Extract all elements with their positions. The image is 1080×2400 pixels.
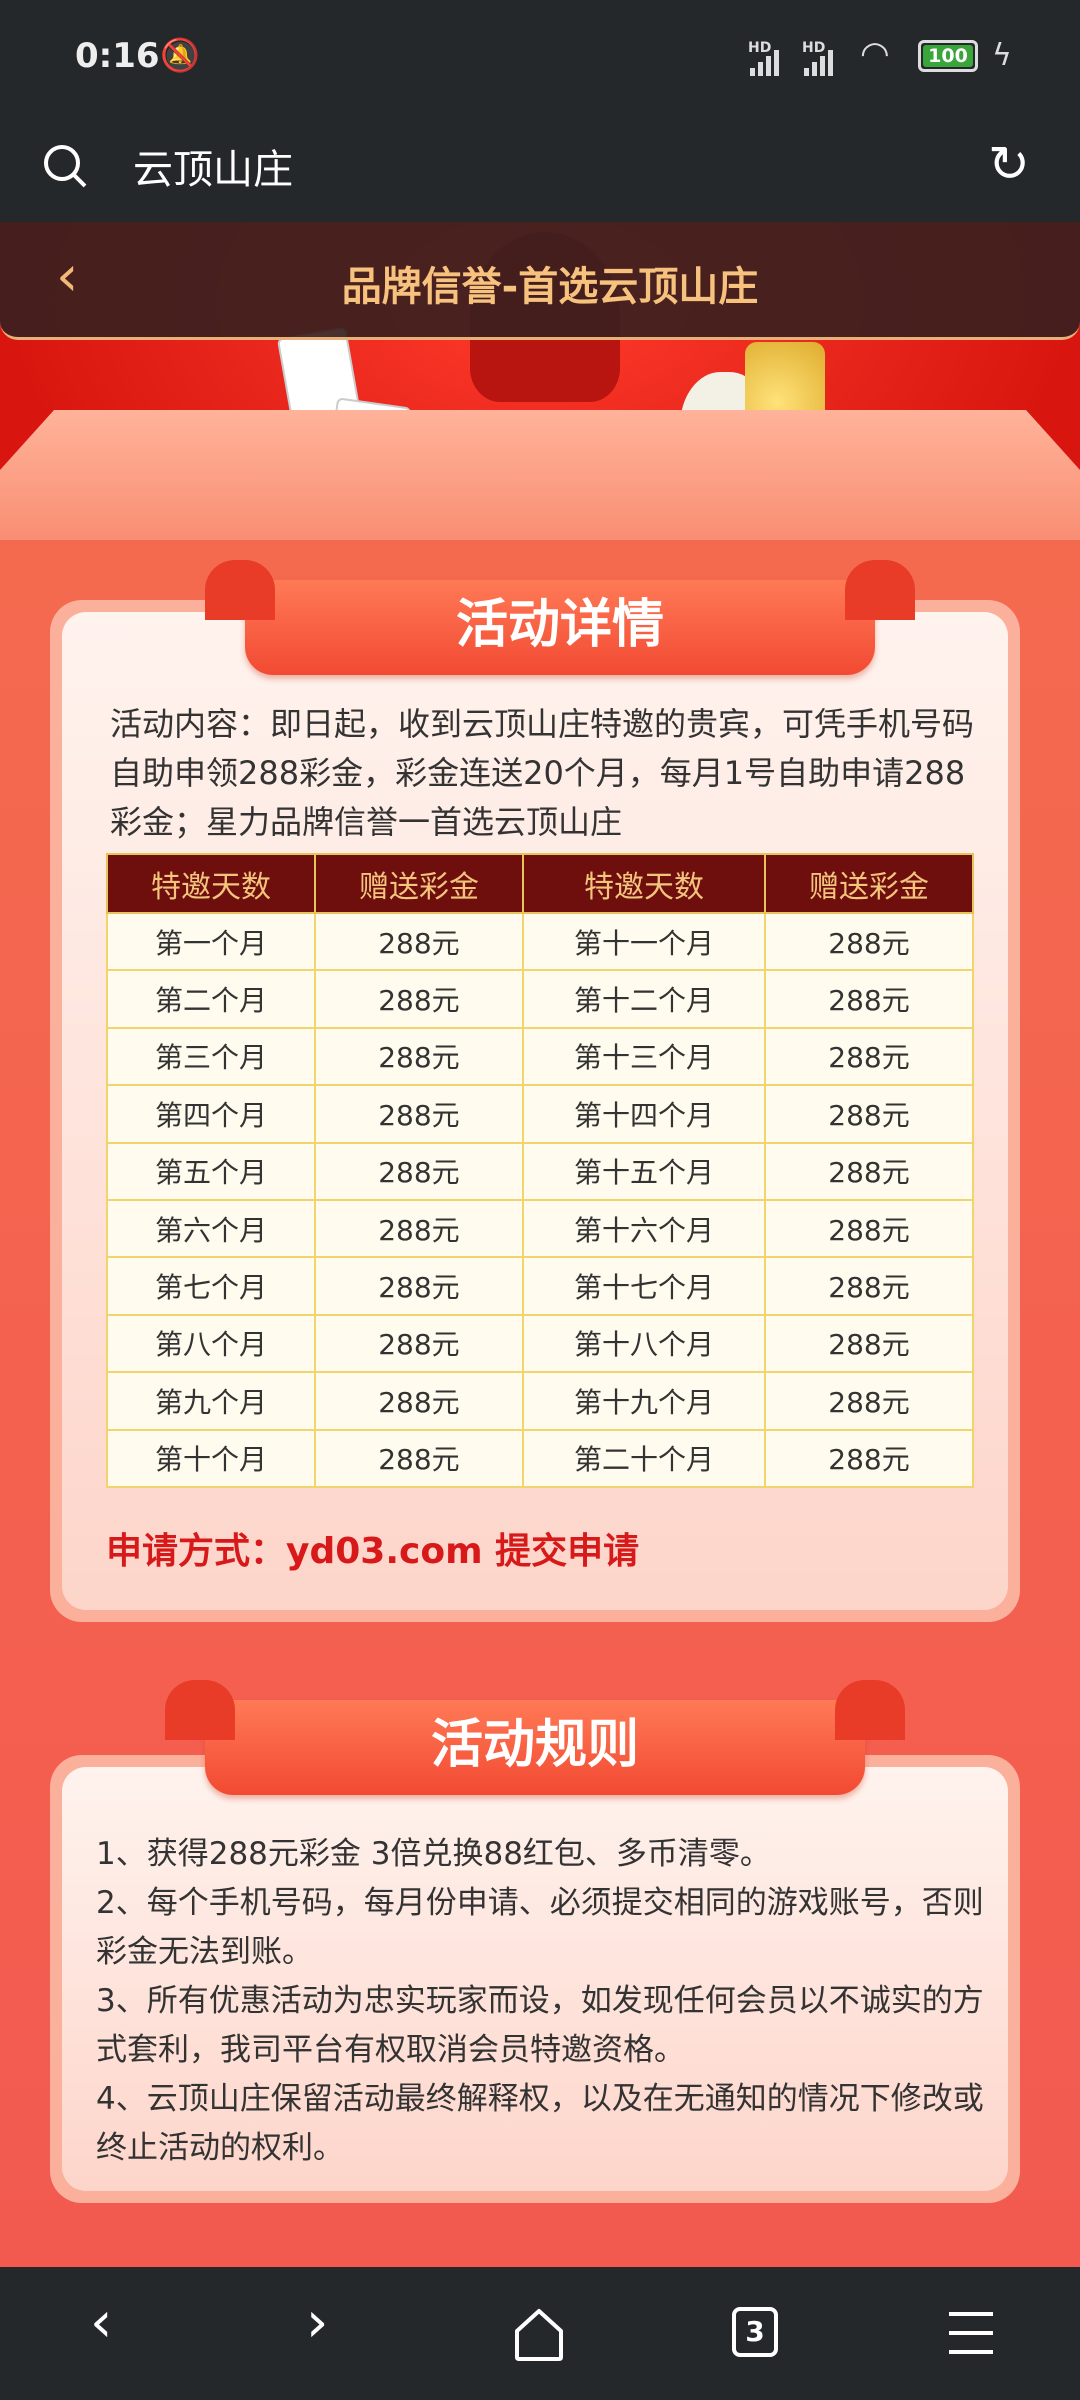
bonus-table: 特邀天数 赠送彩金 特邀天数 赠送彩金 第一个月 288元 第十一个月 288元 第二个月 28… <box>106 853 974 1488</box>
chevron-left-icon[interactable]: ‹ <box>56 244 79 309</box>
table-cell: 288元 <box>764 969 974 1029</box>
table-row: 第七个月 288元 第十七个月 288元 <box>106 1256 974 1316</box>
page-title: 品牌信誉-首选云顶山庄 <box>341 264 759 310</box>
table-cell: 第三个月 <box>106 1026 316 1087</box>
address-bar[interactable]: 云顶山庄 ↻ <box>0 125 1080 222</box>
refresh-icon[interactable]: ↻ <box>988 135 1030 193</box>
network-label: HD <box>802 40 826 56</box>
rule-item: 3、所有优惠活动为忠实玩家而设，如发现任何会员以不诚实的方式套利，我司平台有权取… <box>96 1983 984 2068</box>
table-cell: 288元 <box>313 1084 524 1144</box>
details-heading: 活动详情 <box>205 560 915 675</box>
table-row: 第六个月 288元 第十六个月 288元 <box>106 1198 974 1259</box>
table-row: 第二个月 288元 第十二个月 288元 <box>106 969 974 1029</box>
table-cell: 第十六个月 <box>521 1198 767 1259</box>
page-header: ‹ 品牌信誉-首选云顶山庄 <box>0 222 1080 340</box>
details-description: 活动内容：即日起，收到云顶山庄特邀的贵宾，可凭手机号码自助申领288彩金，彩金连… <box>110 705 975 841</box>
table-cell: 第二十个月 <box>521 1428 767 1488</box>
table-cell: 288元 <box>313 969 524 1029</box>
table-cell: 第十九个月 <box>521 1371 767 1431</box>
table-cell: 第五个月 <box>106 1141 316 1201</box>
table-cell: 第二个月 <box>106 969 316 1029</box>
table-cell: 第十二个月 <box>521 969 767 1029</box>
table-row: 第九个月 288元 第十九个月 288元 <box>106 1371 974 1431</box>
rule-item: 1、获得288元彩金 3倍兑换88红包、多币清零。 <box>96 1836 771 1872</box>
rules-card <box>50 1755 1020 2203</box>
bottom-nav: ‹ › 3 <box>0 2267 1080 2400</box>
table-cell: 288元 <box>764 1084 974 1144</box>
table-cell: 第十一个月 <box>521 911 767 972</box>
table-cell: 288元 <box>764 1313 974 1374</box>
table-cell: 288元 <box>313 1141 524 1201</box>
table-cell: 第八个月 <box>106 1313 316 1374</box>
table-cell: 288元 <box>764 1371 974 1431</box>
table-cell: 288元 <box>764 1198 974 1259</box>
table-row: 第三个月 288元 第十三个月 288元 <box>106 1026 974 1087</box>
table-cell: 288元 <box>764 1256 974 1316</box>
rules-list: 1、获得288元彩金 3倍兑换88红包、多币清零。 2、每个手机号码，每月份申请… <box>96 1830 996 2173</box>
table-cell: 第十五个月 <box>521 1141 767 1201</box>
table-row: 第一个月 288元 第十一个月 288元 <box>106 911 974 972</box>
signal-icon <box>804 48 833 76</box>
table-cell: 第九个月 <box>106 1371 316 1431</box>
column-header: 特邀天数 <box>106 853 316 914</box>
table-cell: 第十三个月 <box>521 1026 767 1087</box>
table-cell: 288元 <box>313 1256 524 1316</box>
apply-method-text[interactable]: 申请方式：yd03.com 提交申请 <box>106 1531 640 1572</box>
table-cell: 第十个月 <box>106 1428 316 1488</box>
address-text[interactable]: 云顶山庄 <box>133 147 293 193</box>
menu-icon[interactable] <box>947 2311 995 2355</box>
battery-level: 100 <box>923 45 973 67</box>
search-icon[interactable] <box>40 141 92 193</box>
status-bar: 0:16 🔕 HD HD ◠ 100 ϟ <box>0 0 1080 125</box>
charging-icon: ϟ <box>992 38 1012 73</box>
table-cell: 第十七个月 <box>521 1256 767 1316</box>
table-cell: 288元 <box>313 1428 524 1488</box>
table-cell: 第六个月 <box>106 1198 316 1259</box>
table-row: 第八个月 288元 第十八个月 288元 <box>106 1313 974 1374</box>
table-cell: 第十四个月 <box>521 1084 767 1144</box>
rules-heading: 活动规则 <box>165 1680 905 1795</box>
table-cell: 288元 <box>313 911 524 972</box>
table-cell: 288元 <box>764 1428 974 1488</box>
table-cell: 288元 <box>764 911 974 972</box>
forward-icon[interactable]: › <box>306 2290 329 2355</box>
table-cell: 第一个月 <box>106 911 316 972</box>
table-row: 第四个月 288元 第十四个月 288元 <box>106 1084 974 1144</box>
back-icon[interactable]: ‹ <box>90 2290 113 2355</box>
table-cell: 288元 <box>764 1141 974 1201</box>
table-cell: 第七个月 <box>106 1256 316 1316</box>
table-cell: 288元 <box>764 1026 974 1087</box>
table-row: 第十个月 288元 第二十个月 288元 <box>106 1428 974 1488</box>
table-row: 第五个月 288元 第十五个月 288元 <box>106 1141 974 1201</box>
table-cell: 第四个月 <box>106 1084 316 1144</box>
signal-icon <box>750 48 779 76</box>
tabs-icon[interactable]: 3 <box>732 2307 778 2357</box>
table-cell: 第十八个月 <box>521 1313 767 1374</box>
table-cell: 288元 <box>313 1026 524 1087</box>
column-header: 特邀天数 <box>521 853 767 914</box>
rule-item: 4、云顶山庄保留活动最终解释权，以及在无通知的情况下修改或终止活动的权利。 <box>96 2081 984 2166</box>
wifi-icon: ◠ <box>860 34 890 74</box>
battery-icon: 100 <box>918 40 978 72</box>
bell-off-icon: 🔕 <box>160 36 200 74</box>
column-header: 赠送彩金 <box>313 853 524 914</box>
home-icon[interactable] <box>513 2307 565 2363</box>
table-cell: 288元 <box>313 1371 524 1431</box>
table-header-row: 特邀天数 赠送彩金 特邀天数 赠送彩金 <box>106 853 974 914</box>
column-header: 赠送彩金 <box>764 853 974 914</box>
table-cell: 288元 <box>313 1198 524 1259</box>
rule-item: 2、每个手机号码，每月份申请、必须提交相同的游戏账号，否则彩金无法到账。 <box>96 1885 984 1970</box>
network-label: HD <box>748 40 772 56</box>
clock: 0:16 <box>75 36 160 76</box>
table-cell: 288元 <box>313 1313 524 1374</box>
